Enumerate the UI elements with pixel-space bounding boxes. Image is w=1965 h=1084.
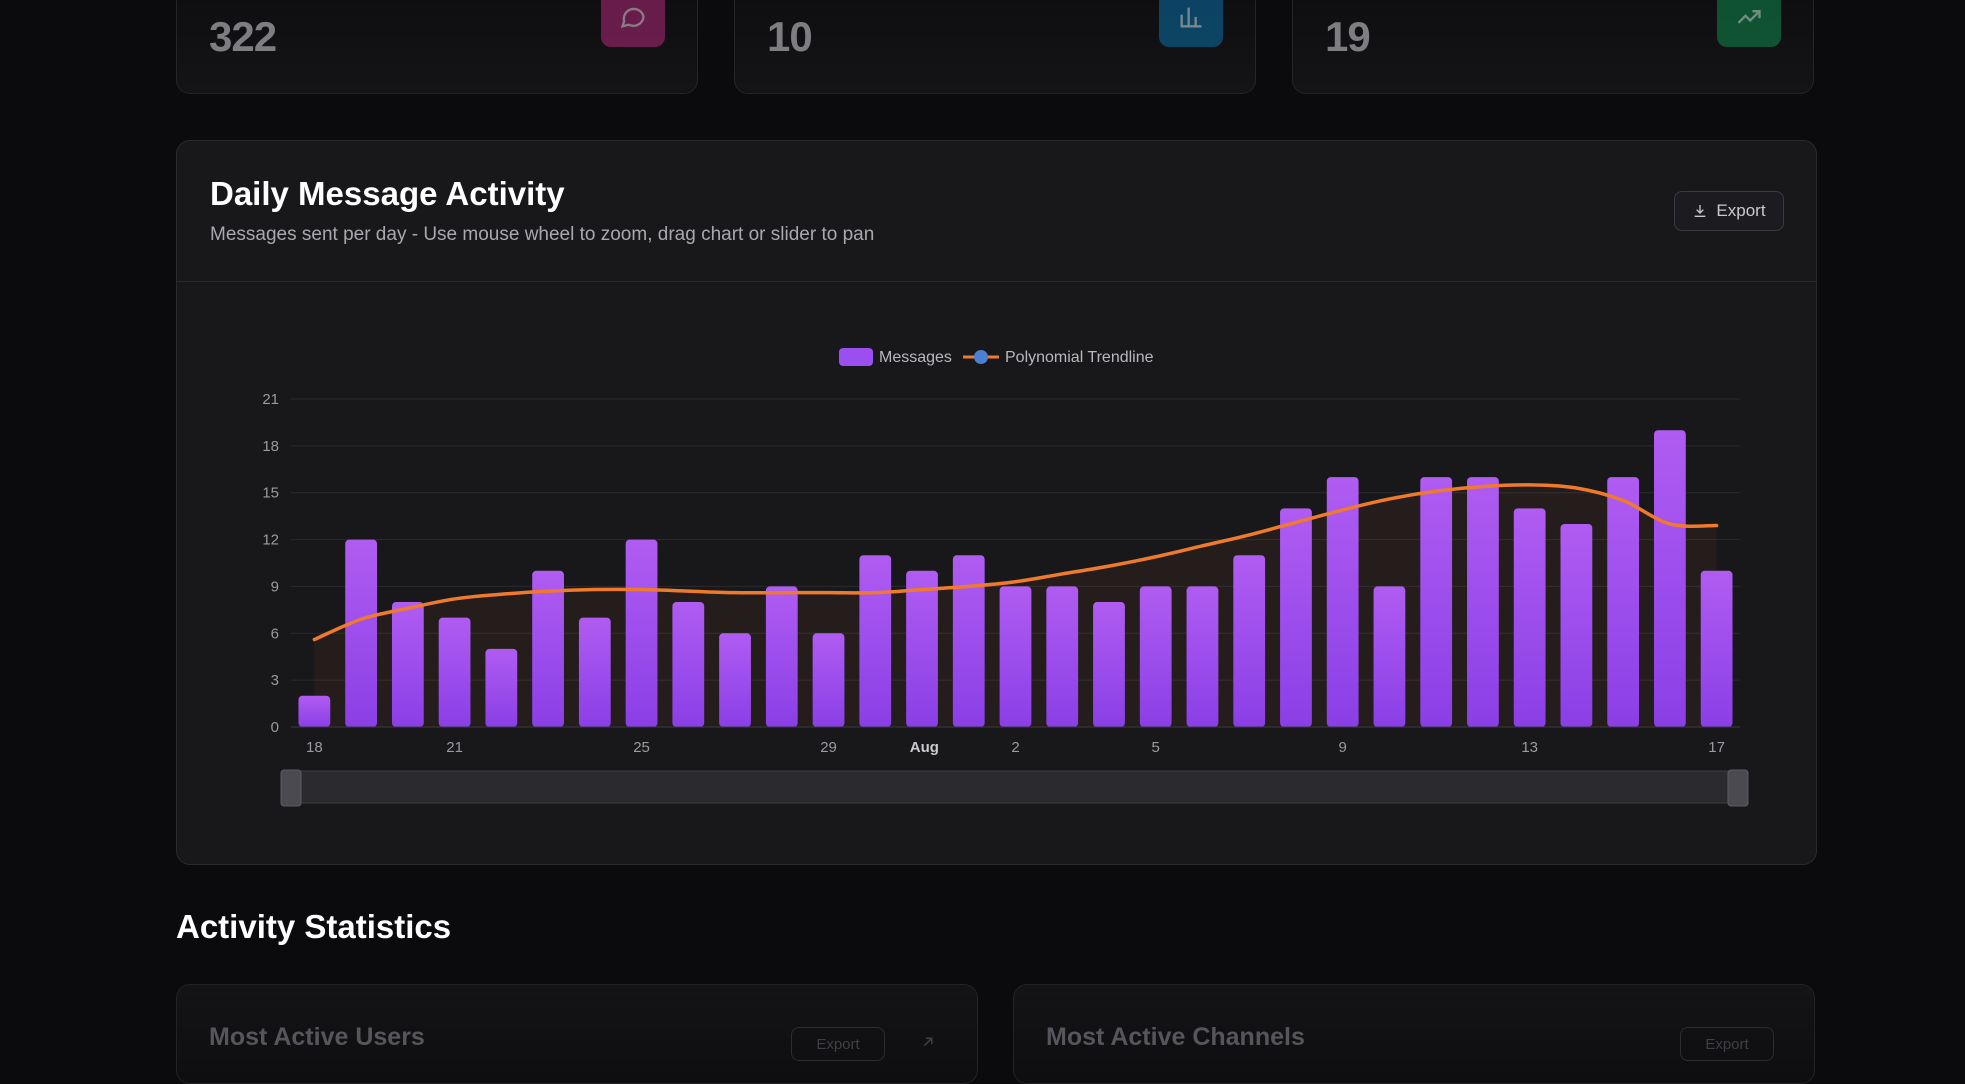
legend-label-trendline[interactable]: Polynomial Trendline bbox=[1005, 349, 1154, 366]
message-bar[interactable] bbox=[812, 633, 845, 727]
x-tick-label: 13 bbox=[1521, 739, 1538, 756]
message-bar[interactable] bbox=[1093, 602, 1125, 727]
legend-swatch-messages bbox=[839, 348, 873, 366]
y-tick-label: 12 bbox=[262, 532, 279, 549]
message-bar[interactable] bbox=[1046, 586, 1079, 727]
most-active-channels-card: Most Active Channels Export bbox=[1013, 984, 1815, 1084]
stat-value: 19 bbox=[1325, 13, 1371, 60]
message-bar[interactable] bbox=[1700, 570, 1733, 727]
message-bar[interactable] bbox=[1186, 586, 1219, 727]
x-tick-label: 17 bbox=[1708, 739, 1725, 756]
export-label: Export bbox=[816, 1035, 860, 1053]
message-bar[interactable] bbox=[578, 617, 611, 727]
message-bar[interactable] bbox=[859, 555, 892, 727]
expand-icon[interactable] bbox=[919, 1033, 937, 1056]
y-tick-label: 0 bbox=[271, 719, 279, 736]
message-bar[interactable] bbox=[1513, 508, 1546, 727]
message-bar[interactable] bbox=[1139, 586, 1172, 727]
card-title: Most Active Users bbox=[209, 1023, 425, 1051]
message-bar[interactable] bbox=[391, 602, 424, 727]
x-tick-label: 9 bbox=[1339, 739, 1347, 756]
message-bar[interactable] bbox=[952, 555, 985, 727]
chart-subtitle: Messages sent per day - Use mouse wheel … bbox=[210, 224, 875, 245]
trending-up-icon bbox=[1717, 0, 1781, 47]
most-active-users-card: Most Active Users Export bbox=[176, 984, 978, 1084]
message-icon bbox=[601, 0, 665, 47]
export-button[interactable]: Export bbox=[1680, 1027, 1774, 1061]
x-tick-label: 25 bbox=[633, 739, 650, 756]
message-bar[interactable] bbox=[1326, 477, 1359, 727]
stat-card-users: 19 bbox=[1292, 0, 1814, 94]
message-bar[interactable] bbox=[1233, 555, 1266, 727]
message-bar[interactable] bbox=[485, 648, 518, 727]
card-title: Most Active Channels bbox=[1046, 1023, 1305, 1051]
y-tick-label: 6 bbox=[271, 625, 279, 642]
message-bar[interactable] bbox=[345, 539, 378, 727]
message-bar[interactable] bbox=[1560, 523, 1593, 727]
message-bar[interactable] bbox=[906, 570, 938, 727]
message-bar[interactable] bbox=[672, 602, 705, 727]
stat-value: 322 bbox=[209, 13, 277, 60]
message-bar[interactable] bbox=[438, 617, 471, 727]
y-tick-label: 21 bbox=[262, 391, 279, 408]
chart-title: Daily Message Activity bbox=[210, 175, 565, 212]
x-tick-label: 5 bbox=[1152, 739, 1160, 756]
stat-value: 10 bbox=[767, 13, 813, 60]
x-tick-label: 29 bbox=[820, 739, 837, 756]
y-tick-label: 15 bbox=[262, 485, 279, 502]
message-bar[interactable] bbox=[1373, 586, 1406, 727]
legend-marker-trendline bbox=[974, 350, 988, 364]
message-bar[interactable] bbox=[1607, 477, 1640, 727]
legend-label-messages[interactable]: Messages bbox=[879, 349, 952, 366]
daily-activity-panel: Daily Message Activity Messages sent per… bbox=[176, 140, 1817, 865]
export-label: Export bbox=[1716, 201, 1766, 220]
section-title: Activity Statistics bbox=[176, 908, 452, 945]
stat-card-channels: 10 bbox=[734, 0, 1256, 94]
message-bar[interactable] bbox=[1467, 477, 1499, 727]
x-tick-label: 21 bbox=[446, 739, 463, 756]
x-tick-label: Aug bbox=[910, 739, 939, 756]
download-icon bbox=[1695, 205, 1706, 217]
message-bar[interactable] bbox=[1653, 430, 1686, 727]
stat-card-messages: 322 bbox=[176, 0, 698, 94]
panel-divider bbox=[177, 281, 1816, 282]
trendline[interactable] bbox=[312, 483, 1719, 642]
y-tick-label: 3 bbox=[271, 672, 279, 689]
zoom-slider-handle-left[interactable] bbox=[280, 769, 302, 807]
x-tick-label: 18 bbox=[306, 739, 323, 756]
y-tick-label: 18 bbox=[262, 438, 279, 455]
x-tick-label: 2 bbox=[1011, 739, 1019, 756]
y-tick-label: 9 bbox=[271, 578, 279, 595]
message-bar[interactable] bbox=[1280, 508, 1312, 727]
export-label: Export bbox=[1705, 1035, 1749, 1053]
zoom-slider-handle-right[interactable] bbox=[1727, 769, 1749, 807]
zoom-slider-track[interactable] bbox=[282, 770, 1747, 804]
message-bar[interactable] bbox=[765, 586, 798, 727]
export-button[interactable]: Export bbox=[791, 1027, 885, 1061]
message-bar[interactable] bbox=[999, 586, 1032, 727]
message-bar[interactable] bbox=[298, 695, 331, 727]
export-button[interactable]: Export bbox=[1674, 191, 1784, 231]
bar-chart-icon bbox=[1159, 0, 1223, 47]
message-bar[interactable] bbox=[1420, 477, 1453, 727]
message-bar[interactable] bbox=[532, 570, 564, 727]
message-bar[interactable] bbox=[719, 633, 751, 727]
message-bar[interactable] bbox=[625, 539, 658, 727]
